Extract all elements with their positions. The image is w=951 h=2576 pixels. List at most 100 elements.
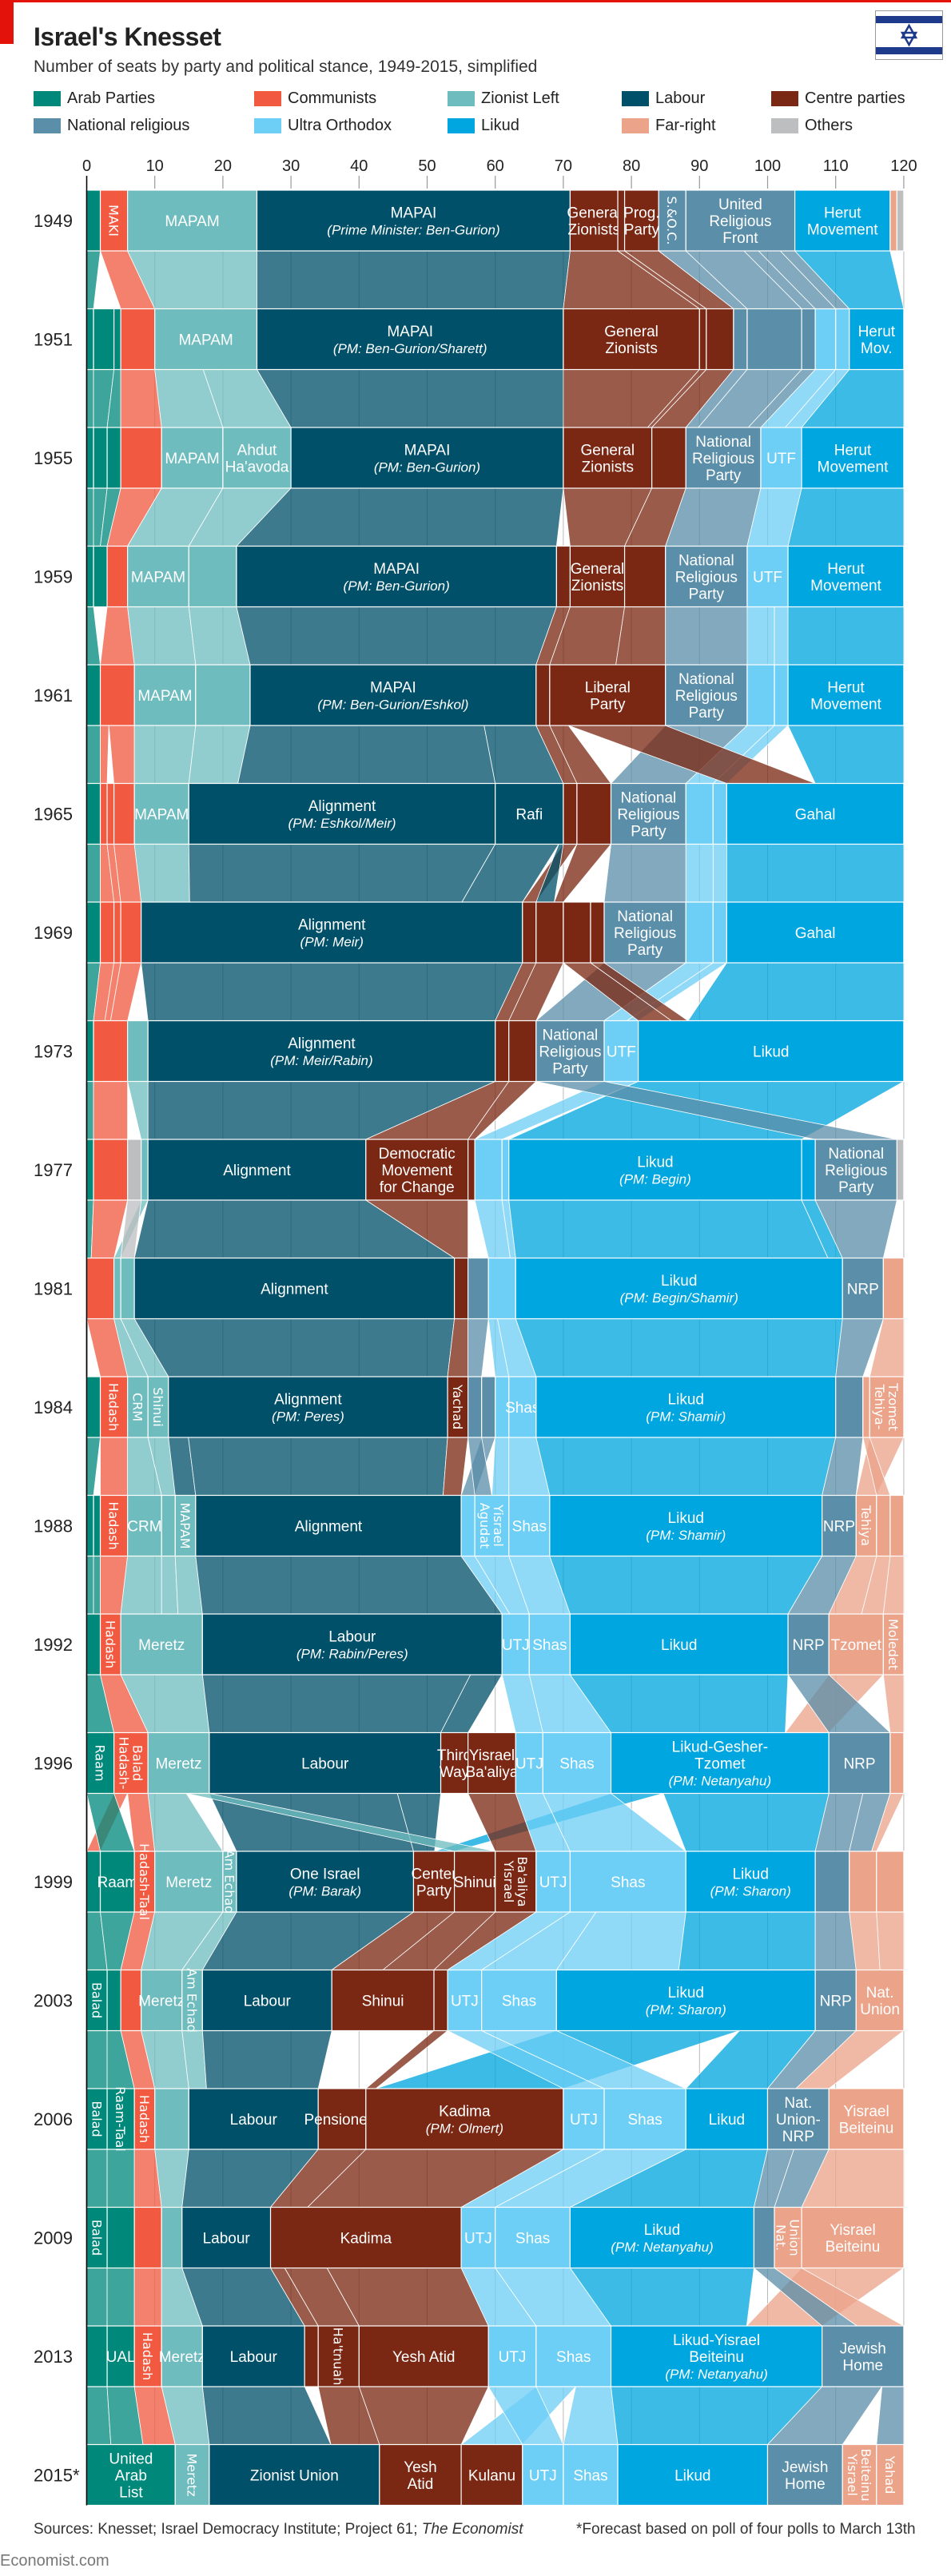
seat-flow [236, 487, 564, 547]
party-label: Likud [668, 1392, 704, 1409]
party-label: Likud [668, 1985, 704, 2002]
party-label: Shinui [150, 1387, 165, 1426]
party-label: Yesh Atid [392, 2349, 456, 2366]
party-bar [474, 1139, 503, 1201]
top-rule [0, 0, 951, 2]
party-label: Alignment [223, 1163, 291, 1179]
prime-minister-label: (PM: Olmert) [426, 2121, 503, 2137]
party-bar [99, 782, 108, 845]
party-label: Shinui [454, 1874, 496, 1891]
party-bar [814, 1851, 850, 1913]
party-bar [174, 2443, 210, 2506]
party-label: Alignment [274, 1392, 342, 1409]
party-bar [876, 2443, 905, 2506]
year-label: 1981 [34, 1279, 73, 1299]
party-bar [127, 1020, 149, 1083]
party-label: NRP [793, 1637, 825, 1654]
party-label: CRM [129, 1393, 145, 1421]
party-bar [549, 664, 666, 726]
seat-flow [876, 2386, 905, 2445]
party-bar [86, 308, 94, 371]
party-bar [535, 2325, 612, 2387]
party-bar [563, 427, 653, 489]
legend-item-lab: Labour [622, 89, 705, 108]
prime-minister-label: (PM: Meir/Rabin) [270, 1053, 372, 1068]
party-bar [86, 1257, 115, 1320]
party-label: General [571, 561, 625, 578]
party-label: National [621, 790, 677, 807]
party-bar [154, 308, 258, 371]
party-label: Beiteinu [826, 2239, 881, 2256]
seat-flow [603, 844, 686, 903]
party-label-line: Ba'aliya [515, 1856, 530, 1906]
party-label: Ahdut [237, 443, 277, 459]
party-bar [412, 1851, 456, 1913]
seat-flow [256, 369, 564, 428]
year-row: 2009 Balad Labour Kadima UTJ Shas Likud(PM: Ne… [34, 2206, 905, 2269]
chart-title: Israel's Knesset [34, 22, 221, 51]
party-label: Labour [230, 2112, 278, 2129]
year-label: 2003 [34, 1991, 73, 2011]
party-label: Party [631, 824, 666, 841]
party-bar [181, 1969, 203, 2032]
seat-flow [127, 606, 197, 666]
party-label: Hadash [140, 2332, 155, 2380]
axis-tick-label: 40 [350, 157, 368, 175]
party-bar [746, 545, 789, 608]
party-label-line: Balad [129, 1745, 145, 1781]
party-bar [440, 1731, 469, 1795]
seat-flow [712, 844, 727, 903]
party-label: MAPAM [177, 1502, 193, 1548]
party-bar [86, 1613, 101, 1676]
party-label-line: Meretz [185, 2453, 200, 2496]
sources-economist: The Economist [421, 2521, 523, 2538]
party-bar [515, 1731, 543, 1795]
party-bar [563, 2088, 605, 2150]
party-label: Home [842, 2358, 883, 2375]
party-label: Hadash-Taal [137, 1843, 152, 1920]
party-bar [766, 2088, 830, 2150]
party-bar [528, 1613, 571, 1676]
party-bar [106, 782, 115, 845]
party-label: Yachad [450, 1384, 465, 1429]
party-bar [814, 1969, 857, 2032]
party-bar [835, 308, 850, 371]
axis-tick-label: 120 [890, 157, 917, 175]
prime-minister-label: (PM: Netanyahu) [665, 2367, 768, 2382]
party-label: Shas [573, 2468, 607, 2485]
party-bar [161, 2325, 203, 2387]
seat-flow [100, 1437, 129, 1496]
party-label: United [718, 197, 762, 213]
year-row: 1949 MAKI MAPAM MAPAI(Prime Minister: Ben-G… [34, 189, 905, 252]
party-bar [317, 2325, 360, 2387]
party-bar [610, 1731, 830, 1795]
party-label-line: Raam-Taal [113, 2086, 128, 2151]
party-bar [576, 782, 612, 845]
party-label: Hadash [137, 2095, 152, 2143]
legend-swatch [622, 91, 649, 106]
party-bar [222, 427, 292, 489]
seat-flow [678, 1911, 816, 1970]
economist-brand: Economist.com [0, 2552, 109, 2570]
party-bar [201, 1969, 332, 2032]
party-bar [113, 901, 121, 964]
prime-minister-label: (Prime Minister: Ben-Gurion) [327, 223, 499, 238]
seat-flow [468, 1318, 489, 1377]
party-label: Nat. [784, 2095, 812, 2112]
seat-flow [141, 962, 523, 1021]
legend-item-lik: Likud [448, 117, 519, 135]
party-label: Nat. [866, 1985, 894, 2002]
party-bar [99, 1613, 121, 1676]
party-bar [209, 1731, 442, 1795]
party-bar [453, 1851, 496, 1913]
seat-flow [195, 1556, 503, 1615]
party-label: Shas [502, 1994, 536, 2010]
party-label: Tzomet [831, 1637, 882, 1654]
party-label-line: Balad [89, 2101, 104, 2137]
party-bar [127, 545, 189, 608]
party-bar [685, 901, 714, 964]
party-bar [447, 1376, 469, 1438]
